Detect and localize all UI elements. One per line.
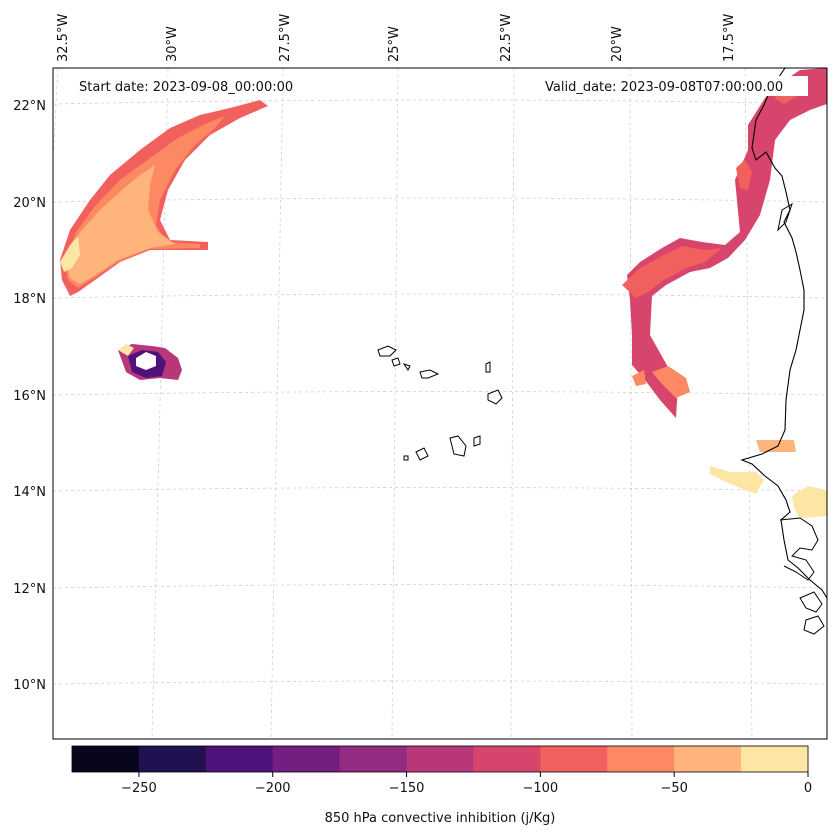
colorbar-tick-label: −100 xyxy=(523,781,559,796)
colorbar-swatch xyxy=(138,746,207,772)
lat-label: 22°N xyxy=(13,99,46,114)
colorbar-swatch xyxy=(272,746,341,772)
colorbar-border xyxy=(71,745,809,773)
valid-date-label: Valid_date: 2023-09-08T07:00:00.00 xyxy=(545,80,783,95)
cape-verde-islands xyxy=(377,345,503,461)
cin-region xyxy=(66,165,175,284)
africa-coastline xyxy=(799,591,823,613)
cin-region xyxy=(736,160,752,190)
cin-region xyxy=(652,366,690,398)
colorbar-tick-label: −250 xyxy=(121,781,157,796)
colorbar-swatch xyxy=(741,746,809,772)
colorbar-swatch xyxy=(473,746,541,772)
lon-label: 22.5°W xyxy=(499,14,514,62)
lon-label: 30°W xyxy=(165,26,180,62)
cin-region xyxy=(622,246,722,298)
lat-label: 18°N xyxy=(13,292,46,307)
africa-coastline xyxy=(803,615,825,635)
map-panel xyxy=(53,68,827,739)
colorbar-ticks: −250 −200 −150 −100 −50 0 xyxy=(121,772,812,796)
colorbar-swatch xyxy=(406,746,474,772)
lon-label: 32.5°W xyxy=(56,14,71,62)
africa-coastline xyxy=(777,202,793,232)
lat-label: 16°N xyxy=(13,389,46,404)
lat-label: 20°N xyxy=(13,196,46,211)
cin-region xyxy=(632,370,646,386)
start-date-box xyxy=(72,76,316,96)
lat-label: 12°N xyxy=(13,582,46,597)
lon-label: 17.5°W xyxy=(722,14,737,62)
colorbar-label: 850 hPa convective inhibition (j/Kg) xyxy=(325,811,556,826)
map-border xyxy=(52,67,828,740)
cin-region xyxy=(60,236,80,272)
colorbar-swatch xyxy=(540,746,608,772)
lon-label: 20°W xyxy=(610,26,625,62)
lat-label: 14°N xyxy=(13,485,46,500)
colorbar-swatch xyxy=(674,746,742,772)
colorbar-swatch xyxy=(72,746,140,772)
valid-date-box xyxy=(538,76,808,96)
colorbar-swatch xyxy=(607,746,675,772)
africa-coastline xyxy=(779,517,819,581)
cin-region xyxy=(710,466,764,494)
lon-label: 27.5°W xyxy=(278,14,293,62)
cin-region xyxy=(118,344,134,356)
lat-label: 10°N xyxy=(13,678,46,693)
cin-region xyxy=(627,68,827,418)
colorbar-tick-label: −200 xyxy=(255,781,291,796)
cin-field xyxy=(60,68,827,518)
colorbar-swatch xyxy=(205,746,274,772)
start-date-label: Start date: 2023-09-08_00:00:00 xyxy=(79,80,293,95)
colorbar-tick-label: 0 xyxy=(804,781,812,796)
cin-region xyxy=(792,486,827,518)
lon-label: 25°W xyxy=(387,26,402,62)
colorbar xyxy=(72,746,809,772)
colorbar-tick-label: −50 xyxy=(660,781,687,796)
colorbar-swatch xyxy=(339,746,408,772)
cin-region xyxy=(756,440,796,452)
cin-region xyxy=(136,352,156,370)
colorbar-tick-label: −150 xyxy=(389,781,425,796)
